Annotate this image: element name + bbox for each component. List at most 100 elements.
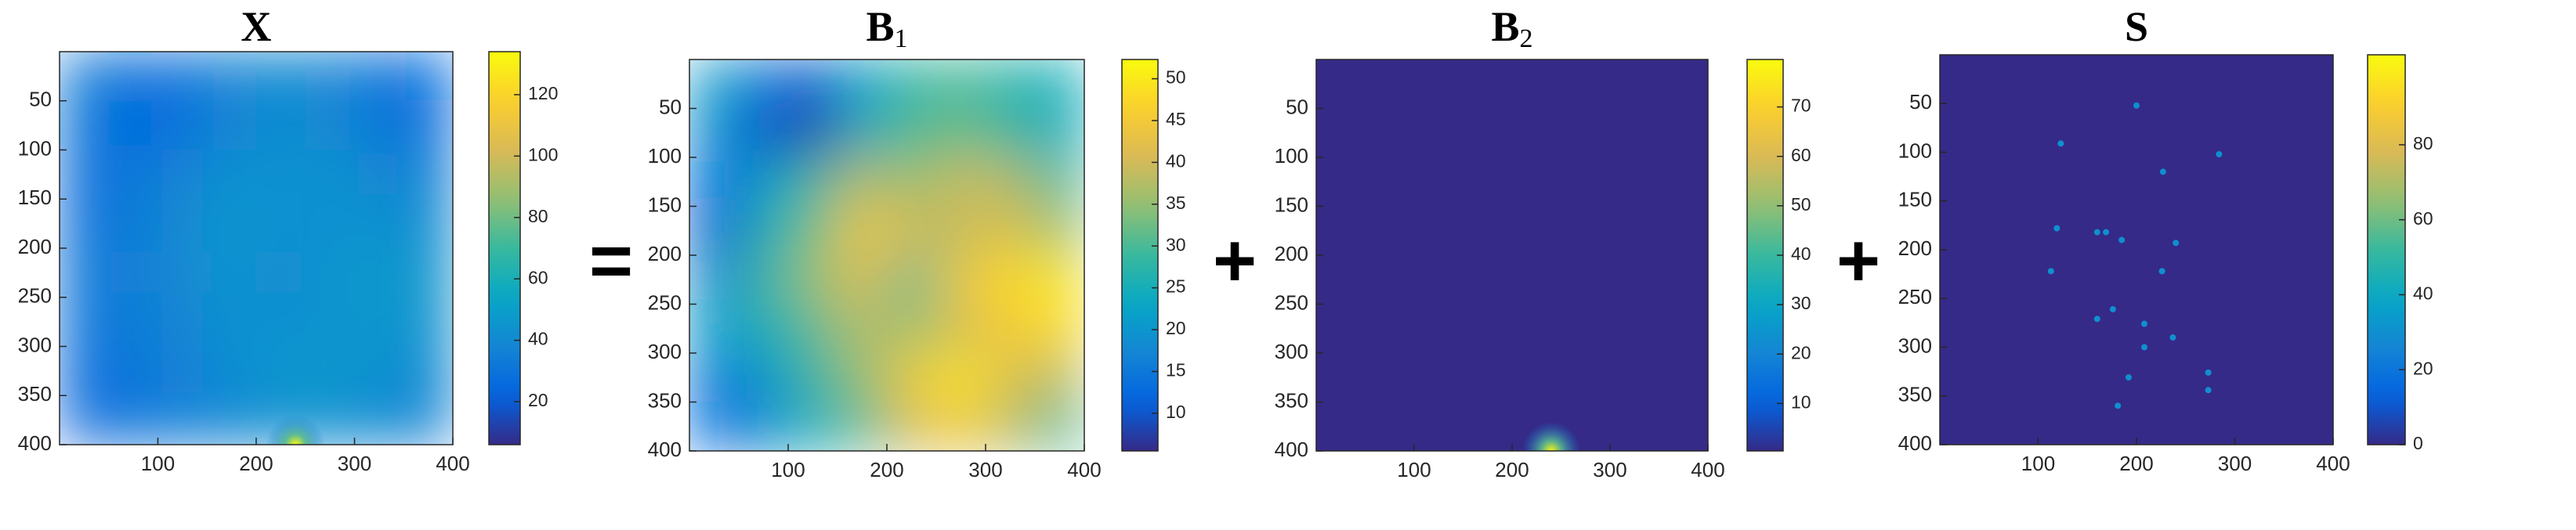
x-tick-label: 200 bbox=[1495, 458, 1529, 481]
image-cell bbox=[255, 100, 306, 150]
point bbox=[2053, 225, 2060, 232]
point bbox=[2216, 150, 2223, 157]
image-cell bbox=[305, 100, 355, 150]
x-tick-label: 300 bbox=[338, 452, 371, 475]
image-cell bbox=[738, 206, 789, 256]
image-cell bbox=[689, 108, 740, 158]
panel: S +100 200 300 400 50 100 150 200 250 300 350 400 0 20… bbox=[1836, 3, 2433, 474]
title-text: B bbox=[866, 3, 894, 50]
image-cell bbox=[403, 198, 453, 249]
x-tick-label: 200 bbox=[2119, 452, 2153, 475]
image-cell bbox=[1034, 352, 1084, 402]
x-tick-label: 100 bbox=[771, 458, 805, 481]
image-cell bbox=[60, 297, 110, 347]
image-cell bbox=[985, 352, 1036, 402]
y-tick-label: 50 bbox=[659, 95, 682, 118]
point bbox=[2159, 168, 2166, 175]
colorbar-tick-label: 35 bbox=[1166, 193, 1186, 213]
image-cell bbox=[985, 304, 1036, 354]
image-cell bbox=[354, 346, 404, 396]
colorbar-tick-label: 10 bbox=[1166, 402, 1186, 422]
image-cell bbox=[305, 150, 355, 200]
image-cell bbox=[60, 198, 110, 249]
image-cell bbox=[206, 395, 257, 445]
y-tick-label: 50 bbox=[29, 88, 52, 111]
x-tick-label: 400 bbox=[1067, 458, 1101, 481]
image-cell bbox=[403, 297, 453, 347]
colorbar-tick-label: 60 bbox=[528, 267, 548, 287]
image-cell bbox=[837, 206, 888, 256]
image-cell bbox=[206, 150, 257, 200]
image-cell bbox=[157, 150, 208, 200]
y-tick-label: 100 bbox=[1898, 139, 1932, 162]
x-tick-label: 400 bbox=[2316, 452, 2350, 475]
image-cell bbox=[689, 206, 740, 256]
colorbar-tick-label: 70 bbox=[1791, 96, 1811, 116]
image-cell bbox=[689, 304, 740, 354]
image-cell bbox=[305, 52, 355, 102]
point bbox=[2141, 344, 2148, 351]
image-cell bbox=[206, 346, 257, 396]
image-cell bbox=[255, 297, 306, 347]
y-tick-label: 150 bbox=[18, 186, 52, 209]
image-cell bbox=[886, 108, 937, 158]
point bbox=[2115, 402, 2122, 409]
y-tick-label: 300 bbox=[1898, 334, 1932, 357]
x-tick-label: 300 bbox=[1593, 458, 1626, 481]
colorbar-tick-label: 20 bbox=[2413, 358, 2433, 378]
y-tick-label: 300 bbox=[1275, 340, 1308, 363]
image-cell bbox=[787, 108, 838, 158]
x-tick-label: 300 bbox=[2218, 452, 2252, 475]
colorbar-tick-label: 40 bbox=[528, 329, 548, 349]
image-cell bbox=[60, 52, 110, 102]
colorbar-tick-label: 45 bbox=[1166, 109, 1186, 129]
image-field bbox=[689, 59, 1084, 451]
point bbox=[2205, 369, 2212, 376]
colorbar-tick-label: 40 bbox=[1166, 150, 1186, 171]
image-cell bbox=[1034, 157, 1084, 207]
image-cell bbox=[1034, 254, 1084, 305]
colorbar-tick-label: 60 bbox=[1791, 145, 1811, 165]
image-cell bbox=[1034, 108, 1084, 158]
image-cell bbox=[985, 59, 1036, 109]
panel-title: B1 bbox=[866, 3, 907, 52]
colorbar bbox=[1121, 59, 1159, 452]
image-cell bbox=[1034, 402, 1084, 451]
image-cell bbox=[787, 402, 838, 451]
image-cell bbox=[108, 346, 158, 396]
peak bbox=[1521, 421, 1581, 451]
image-cell bbox=[157, 247, 208, 298]
y-tick-label: 150 bbox=[1275, 193, 1308, 216]
y-tick-label: 50 bbox=[1286, 95, 1308, 118]
image-cell bbox=[985, 254, 1036, 305]
image-cell bbox=[206, 52, 257, 102]
colorbar-tick-label: 20 bbox=[528, 390, 548, 410]
image-cell bbox=[787, 206, 838, 256]
image-cell bbox=[787, 254, 838, 305]
x-tick-label: 400 bbox=[436, 452, 469, 475]
peak bbox=[266, 415, 325, 445]
image-cell bbox=[255, 150, 306, 200]
x-tick-label: 100 bbox=[1397, 458, 1431, 481]
image-cell bbox=[837, 304, 888, 354]
colorbar-tick-label: 10 bbox=[1791, 391, 1811, 412]
image-cell bbox=[886, 157, 937, 207]
image-cell bbox=[305, 297, 355, 347]
point bbox=[2169, 334, 2176, 341]
y-tick-label: 250 bbox=[1898, 285, 1932, 308]
y-tick-label: 350 bbox=[18, 382, 52, 406]
point bbox=[2047, 268, 2054, 275]
y-tick-label: 350 bbox=[648, 388, 682, 412]
y-tick-label: 200 bbox=[18, 235, 52, 258]
y-tick-label: 200 bbox=[1275, 242, 1308, 265]
image-cell bbox=[108, 297, 158, 347]
image-cell bbox=[403, 395, 453, 445]
colorbar-tick-label: 100 bbox=[528, 144, 558, 164]
point bbox=[2109, 305, 2116, 312]
image-cell bbox=[403, 346, 453, 396]
image-cell bbox=[886, 304, 937, 354]
point bbox=[2205, 387, 2212, 394]
title-text: X bbox=[241, 3, 272, 50]
y-tick-label: 250 bbox=[18, 284, 52, 308]
image-cell bbox=[1034, 59, 1084, 109]
